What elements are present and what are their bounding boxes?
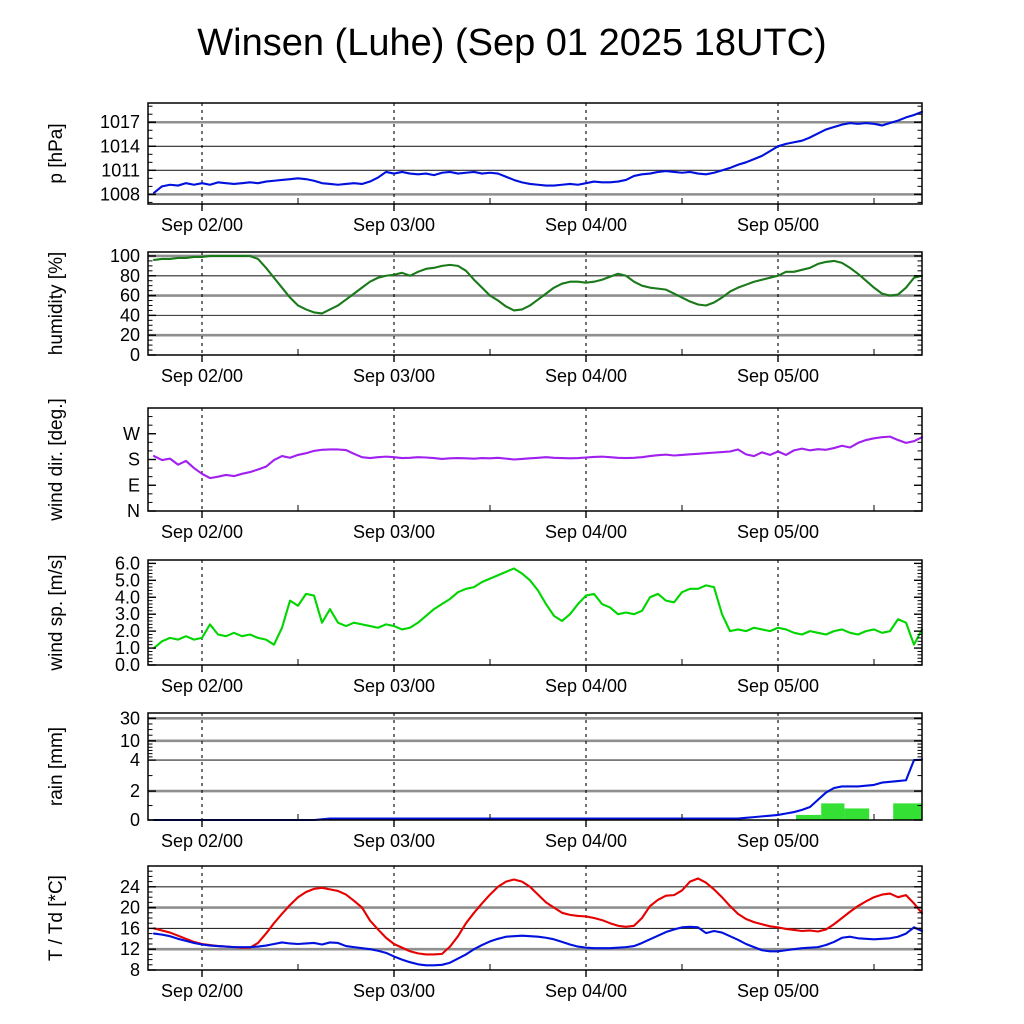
- pressure-line: [152, 110, 924, 194]
- panel-border: [147, 102, 923, 205]
- y-tick-label-wind-speed: 3.0: [115, 604, 140, 624]
- x-tick-label: Sep 05/00: [737, 676, 819, 696]
- y-tick-label-wind-direction: N: [127, 501, 140, 521]
- y-tick-label-wind-speed: 4.0: [115, 587, 140, 607]
- y-tick-label-rain: 4: [130, 750, 140, 770]
- y-tick-label-pressure: 1011: [101, 160, 140, 180]
- x-tick-label: Sep 04/00: [545, 676, 627, 696]
- x-tick-label: Sep 03/00: [353, 522, 435, 542]
- y-tick-label-wind-speed: 5.0: [115, 570, 140, 590]
- y-tick-label-rain: 30: [120, 708, 140, 728]
- panel-rain: 0 2 410 30 Sep 02/00 Sep 03/00 Sep 04/00 Sep 05…: [46, 708, 924, 851]
- y-tick-label-temperature: 8: [130, 960, 140, 980]
- temperature-line: [152, 877, 924, 956]
- panel-border: [147, 559, 923, 666]
- panel-border: [147, 407, 923, 512]
- y-axis-label-humidity: humidity [%]: [46, 252, 67, 355]
- x-tick-label: Sep 03/00: [353, 981, 435, 1001]
- panel-border: [147, 712, 923, 821]
- x-tick-label: Sep 04/00: [545, 981, 627, 1001]
- y-tick-label-pressure: 1014: [100, 136, 140, 156]
- y-tick-label-humidity: 60: [120, 286, 140, 306]
- x-tick-label: Sep 02/00: [161, 522, 243, 542]
- dew_point-line: [152, 925, 924, 967]
- y-tick-label-humidity: 0: [130, 345, 140, 365]
- x-tick-label: Sep 05/00: [737, 366, 819, 386]
- y-axis-label-temperature: T / Td [*C]: [46, 875, 67, 961]
- rain-bar-1: [796, 814, 822, 820]
- y-tick-label-humidity: 20: [120, 325, 140, 345]
- x-tick-label: Sep 04/00: [545, 366, 627, 386]
- wind_speed-line: [152, 567, 924, 650]
- y-tick-label-wind-direction: W: [123, 424, 140, 444]
- y-axis-label-rain: rain [mm]: [46, 727, 67, 806]
- rain-bar-3: [844, 808, 870, 820]
- y-axis-label-wind-speed: wind sp. [m/s]: [46, 554, 67, 671]
- y-tick-label-wind-speed: 2.0: [115, 621, 140, 641]
- wind_direction-line: [152, 435, 924, 480]
- y-tick-label-temperature: 12: [120, 939, 140, 959]
- y-tick-label-rain: 0: [130, 810, 140, 830]
- x-tick-label: Sep 02/00: [161, 676, 243, 696]
- y-tick-label-humidity: 100: [110, 246, 140, 266]
- x-tick-label: Sep 02/00: [161, 831, 243, 851]
- y-axis-label-pressure: p [hPa]: [46, 123, 67, 183]
- y-tick-label-temperature: 16: [120, 918, 140, 938]
- y-tick-label-temperature: 20: [120, 898, 140, 918]
- x-tick-label: Sep 02/00: [161, 366, 243, 386]
- humidity-line: [152, 254, 924, 315]
- y-axis-label-wind-direction: wind dir. [deg.]: [46, 398, 67, 522]
- y-tick-label-wind-direction: S: [128, 450, 140, 470]
- panel-border: [147, 865, 923, 971]
- x-tick-label: Sep 02/00: [161, 215, 243, 235]
- chart-title: Winsen (Luhe) (Sep 01 2025 18UTC): [197, 22, 827, 64]
- y-tick-label-wind-speed: 6.0: [115, 553, 140, 573]
- panel-pressure: 1008 1011 1014 1017 Sep 02/00 Sep 03/00 Sep 04…: [46, 102, 924, 235]
- x-tick-label: Sep 03/00: [353, 676, 435, 696]
- x-tick-label: Sep 05/00: [737, 831, 819, 851]
- x-tick-label: Sep 05/00: [737, 981, 819, 1001]
- x-tick-label: Sep 03/00: [353, 215, 435, 235]
- x-tick-label: Sep 04/00: [545, 831, 627, 851]
- y-tick-label-pressure: 1017: [100, 112, 140, 132]
- panel-border: [147, 251, 923, 356]
- y-tick-label-wind-speed: 0.0: [115, 655, 140, 675]
- x-tick-label: Sep 03/00: [353, 366, 435, 386]
- x-tick-label: Sep 02/00: [161, 981, 243, 1001]
- y-tick-label-humidity: 40: [120, 305, 140, 325]
- y-tick-label-temperature: 24: [120, 877, 140, 897]
- y-tick-label-humidity: 80: [120, 266, 140, 286]
- y-tick-label-rain: 2: [130, 781, 140, 801]
- y-tick-label-wind-direction: E: [128, 475, 140, 495]
- y-tick-label-rain: 10: [120, 731, 140, 751]
- rain-bar-4: [893, 803, 922, 820]
- x-tick-label: Sep 04/00: [545, 522, 627, 542]
- x-tick-label: Sep 04/00: [545, 215, 627, 235]
- panel-wind-speed: 0.01.02.03.04.05.06.0 Sep 02/00 Sep 03/00 S…: [46, 553, 924, 696]
- x-tick-label: Sep 05/00: [737, 522, 819, 542]
- x-tick-label: Sep 05/00: [737, 215, 819, 235]
- y-tick-label-wind-speed: 1.0: [115, 638, 140, 658]
- x-tick-label: Sep 03/00: [353, 831, 435, 851]
- y-tick-label-pressure: 1008: [100, 184, 140, 204]
- rain-bar-2: [821, 803, 845, 820]
